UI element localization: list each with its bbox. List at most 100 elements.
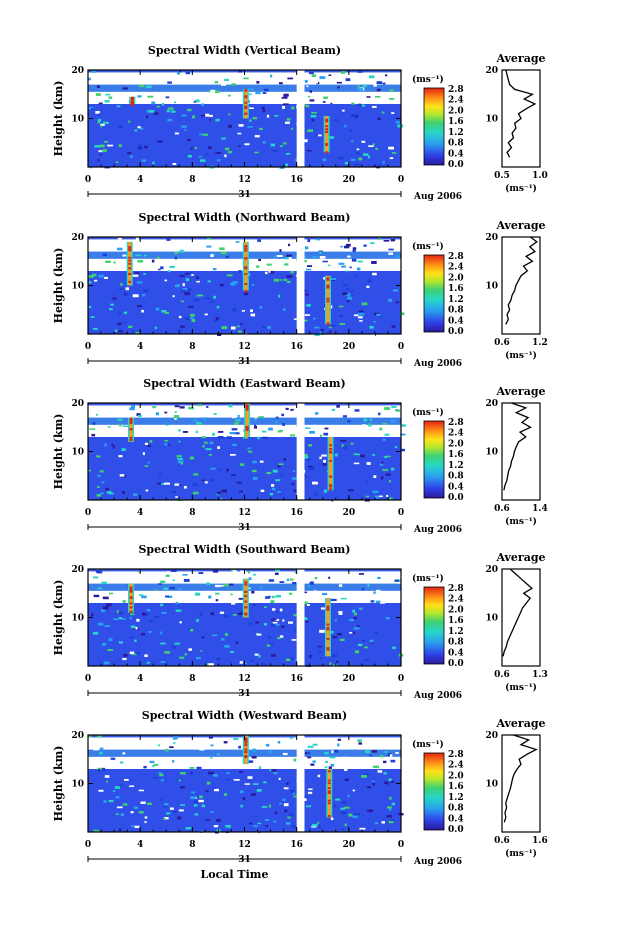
heatmap-cell xyxy=(282,103,289,106)
average-y-tick-label: 10 xyxy=(485,448,498,458)
heatmap-cell xyxy=(224,78,229,82)
spike-cell xyxy=(325,151,329,154)
spike-cell xyxy=(128,249,132,252)
spike-cell xyxy=(327,770,331,773)
heatmap-cell xyxy=(305,268,312,271)
heatmap-cell xyxy=(374,822,379,825)
heatmap-cell xyxy=(358,607,363,610)
heatmap-cell xyxy=(375,600,381,604)
heatmap-cell xyxy=(357,759,364,762)
colorbar-label: (ms⁻¹) xyxy=(412,407,444,418)
spike-cell xyxy=(129,588,133,591)
heatmap-cell xyxy=(113,618,119,621)
heatmap-cell xyxy=(118,312,122,315)
heatmap-cell xyxy=(201,479,205,482)
heatmap-cell xyxy=(281,413,285,417)
heatmap-cell xyxy=(118,144,122,148)
heatmap-cell xyxy=(253,425,258,429)
heatmap-cell xyxy=(369,75,375,79)
colorbar-tick-label: 2.0 xyxy=(448,771,464,781)
heatmap-cell xyxy=(383,772,387,775)
heatmap-cell xyxy=(135,237,139,240)
x-tick-label: 0 xyxy=(398,840,404,850)
average-profile: Average 10 20 0.6 1.2 (ms⁻¹) xyxy=(485,219,547,361)
heatmap-cell xyxy=(282,308,286,311)
heatmap-cell xyxy=(172,162,177,166)
heatmap-cell xyxy=(156,256,161,259)
y-tick-label: 10 xyxy=(71,115,84,125)
spike-cell xyxy=(129,610,133,613)
heatmap-cell xyxy=(352,789,356,792)
heatmap-cell xyxy=(333,119,339,121)
spike-cell xyxy=(129,602,133,605)
heatmap-cell xyxy=(172,646,176,649)
heatmap-cell xyxy=(390,759,396,763)
heatmap-cell xyxy=(265,271,268,275)
heatmap-cell xyxy=(108,492,114,495)
heatmap-cell xyxy=(354,453,360,456)
x-tick-label: 0 xyxy=(85,508,91,518)
heatmap-cell xyxy=(228,404,233,408)
heatmap-cell xyxy=(220,498,223,501)
heatmap-cell xyxy=(219,468,222,471)
heatmap-cell xyxy=(358,312,365,316)
heatmap-cell xyxy=(304,246,309,250)
day-label: 31 xyxy=(238,357,251,367)
heatmap-cell xyxy=(339,322,345,325)
colorbar-tick-label: 0.4 xyxy=(448,149,464,159)
heatmap-cell xyxy=(167,107,174,110)
heatmap-cell xyxy=(207,146,212,150)
heatmap-cell xyxy=(237,612,243,616)
heatmap-cell xyxy=(365,495,370,498)
spike-cell xyxy=(244,95,248,98)
heatmap-cell xyxy=(259,127,263,131)
heatmap-cell xyxy=(114,786,121,789)
heatmap-cell xyxy=(282,423,286,426)
panel-title: Spectral Width (Southward Beam) xyxy=(138,543,350,556)
heatmap-cell xyxy=(289,592,293,595)
heatmap-cell xyxy=(206,237,212,240)
spike-cell xyxy=(326,607,330,610)
spike-cell xyxy=(130,102,134,105)
heatmap-cell xyxy=(185,71,191,75)
heatmap-cell xyxy=(230,650,234,653)
heatmap-cell xyxy=(375,631,378,635)
average-title: Average xyxy=(495,52,545,65)
heatmap-cell xyxy=(363,244,367,247)
heatmap-cell xyxy=(358,742,363,745)
heatmap-cell xyxy=(289,578,294,581)
heatmap-cell xyxy=(241,310,245,312)
heatmap-cell xyxy=(270,600,275,604)
day-label: 31 xyxy=(238,523,251,533)
average-line xyxy=(502,568,533,657)
heatmap-cell xyxy=(307,756,312,759)
spike-cell xyxy=(244,606,248,609)
spike-cell xyxy=(326,300,330,303)
heatmap-cell xyxy=(291,790,294,793)
heatmap-cell xyxy=(230,454,236,456)
heatmap-cell xyxy=(271,484,275,487)
heatmap-cell xyxy=(172,738,177,740)
heatmap-cell xyxy=(383,239,390,242)
heatmap-cell xyxy=(191,791,196,794)
average-y-tick-label: 20 xyxy=(485,399,498,409)
heatmap-cell xyxy=(396,581,403,584)
heatmap-cell xyxy=(101,609,106,613)
heatmap-cell xyxy=(286,254,292,257)
heatmap-cell xyxy=(390,819,395,822)
spike-cell xyxy=(244,612,248,615)
heatmap-cell xyxy=(204,153,208,156)
heatmap-cell xyxy=(284,265,287,269)
heatmap-cell xyxy=(215,581,222,584)
heatmap-cell xyxy=(238,270,242,274)
spike-cell xyxy=(329,444,333,447)
heatmap-cell xyxy=(389,97,395,100)
heatmap-cell xyxy=(351,158,356,161)
heatmap-cell xyxy=(133,806,139,810)
heatmap-cell xyxy=(346,287,350,290)
heatmap-cell xyxy=(237,132,242,135)
heatmap-cell xyxy=(372,143,375,147)
heatmap-cell xyxy=(135,332,140,334)
heatmap-cell xyxy=(255,91,261,95)
heatmap-cell xyxy=(250,309,253,313)
